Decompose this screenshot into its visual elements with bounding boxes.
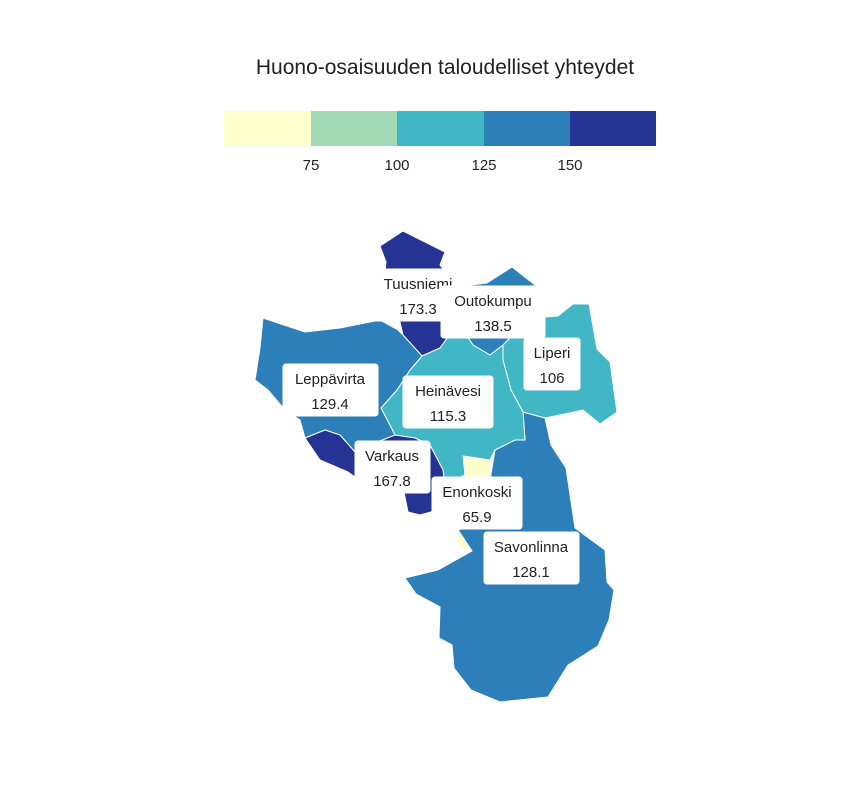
legend-swatch-3 bbox=[397, 111, 484, 146]
legend-tick-4: 150 bbox=[557, 157, 582, 174]
label-liperi-value: 106 bbox=[539, 370, 564, 387]
label-heinavesi-value: 115.3 bbox=[430, 408, 466, 425]
label-tuusniemi-value: 173.3 bbox=[399, 301, 437, 318]
label-outokumpu: Outokumpu 138.5 bbox=[440, 285, 546, 339]
label-varkaus-value: 167.8 bbox=[373, 473, 411, 490]
label-leppavirta-name: Leppävirta bbox=[295, 371, 366, 388]
legend-tick-2: 100 bbox=[384, 157, 409, 174]
region-labels: Tuusniemi 173.3 Outokumpu 138.5 Liperi 1… bbox=[282, 268, 581, 585]
label-leppavirta-value: 129.4 bbox=[311, 396, 349, 413]
label-outokumpu-value: 138.5 bbox=[474, 318, 512, 335]
label-outokumpu-name: Outokumpu bbox=[454, 293, 532, 310]
legend-tick-3: 125 bbox=[471, 157, 496, 174]
legend-tick-1: 75 bbox=[303, 157, 320, 174]
legend-swatch-4 bbox=[484, 111, 570, 146]
label-enonkoski: Enonkoski 65.9 bbox=[431, 476, 523, 530]
label-liperi: Liperi 106 bbox=[523, 337, 581, 391]
label-leppavirta: Leppävirta 129.4 bbox=[282, 363, 379, 417]
label-enonkoski-name: Enonkoski bbox=[442, 484, 511, 501]
label-heinavesi-name: Heinävesi bbox=[415, 383, 481, 400]
map-title: Huono-osaisuuden taloudelliset yhteydet bbox=[255, 56, 635, 79]
label-heinavesi: Heinävesi 115.3 bbox=[402, 375, 494, 429]
label-liperi-name: Liperi bbox=[534, 345, 571, 362]
label-savonlinna-value: 128.1 bbox=[512, 564, 550, 581]
label-varkaus-name: Varkaus bbox=[365, 448, 419, 465]
label-enonkoski-value: 65.9 bbox=[462, 509, 491, 526]
label-savonlinna: Savonlinna 128.1 bbox=[483, 531, 580, 585]
legend-swatch-5 bbox=[570, 111, 656, 146]
legend: 75 100 125 150 bbox=[224, 111, 656, 174]
label-savonlinna-name: Savonlinna bbox=[494, 539, 569, 556]
legend-swatch-1 bbox=[224, 111, 311, 146]
label-tuusniemi-name: Tuusniemi bbox=[384, 276, 453, 293]
legend-swatch-2 bbox=[311, 111, 397, 146]
label-varkaus: Varkaus 167.8 bbox=[354, 440, 431, 494]
